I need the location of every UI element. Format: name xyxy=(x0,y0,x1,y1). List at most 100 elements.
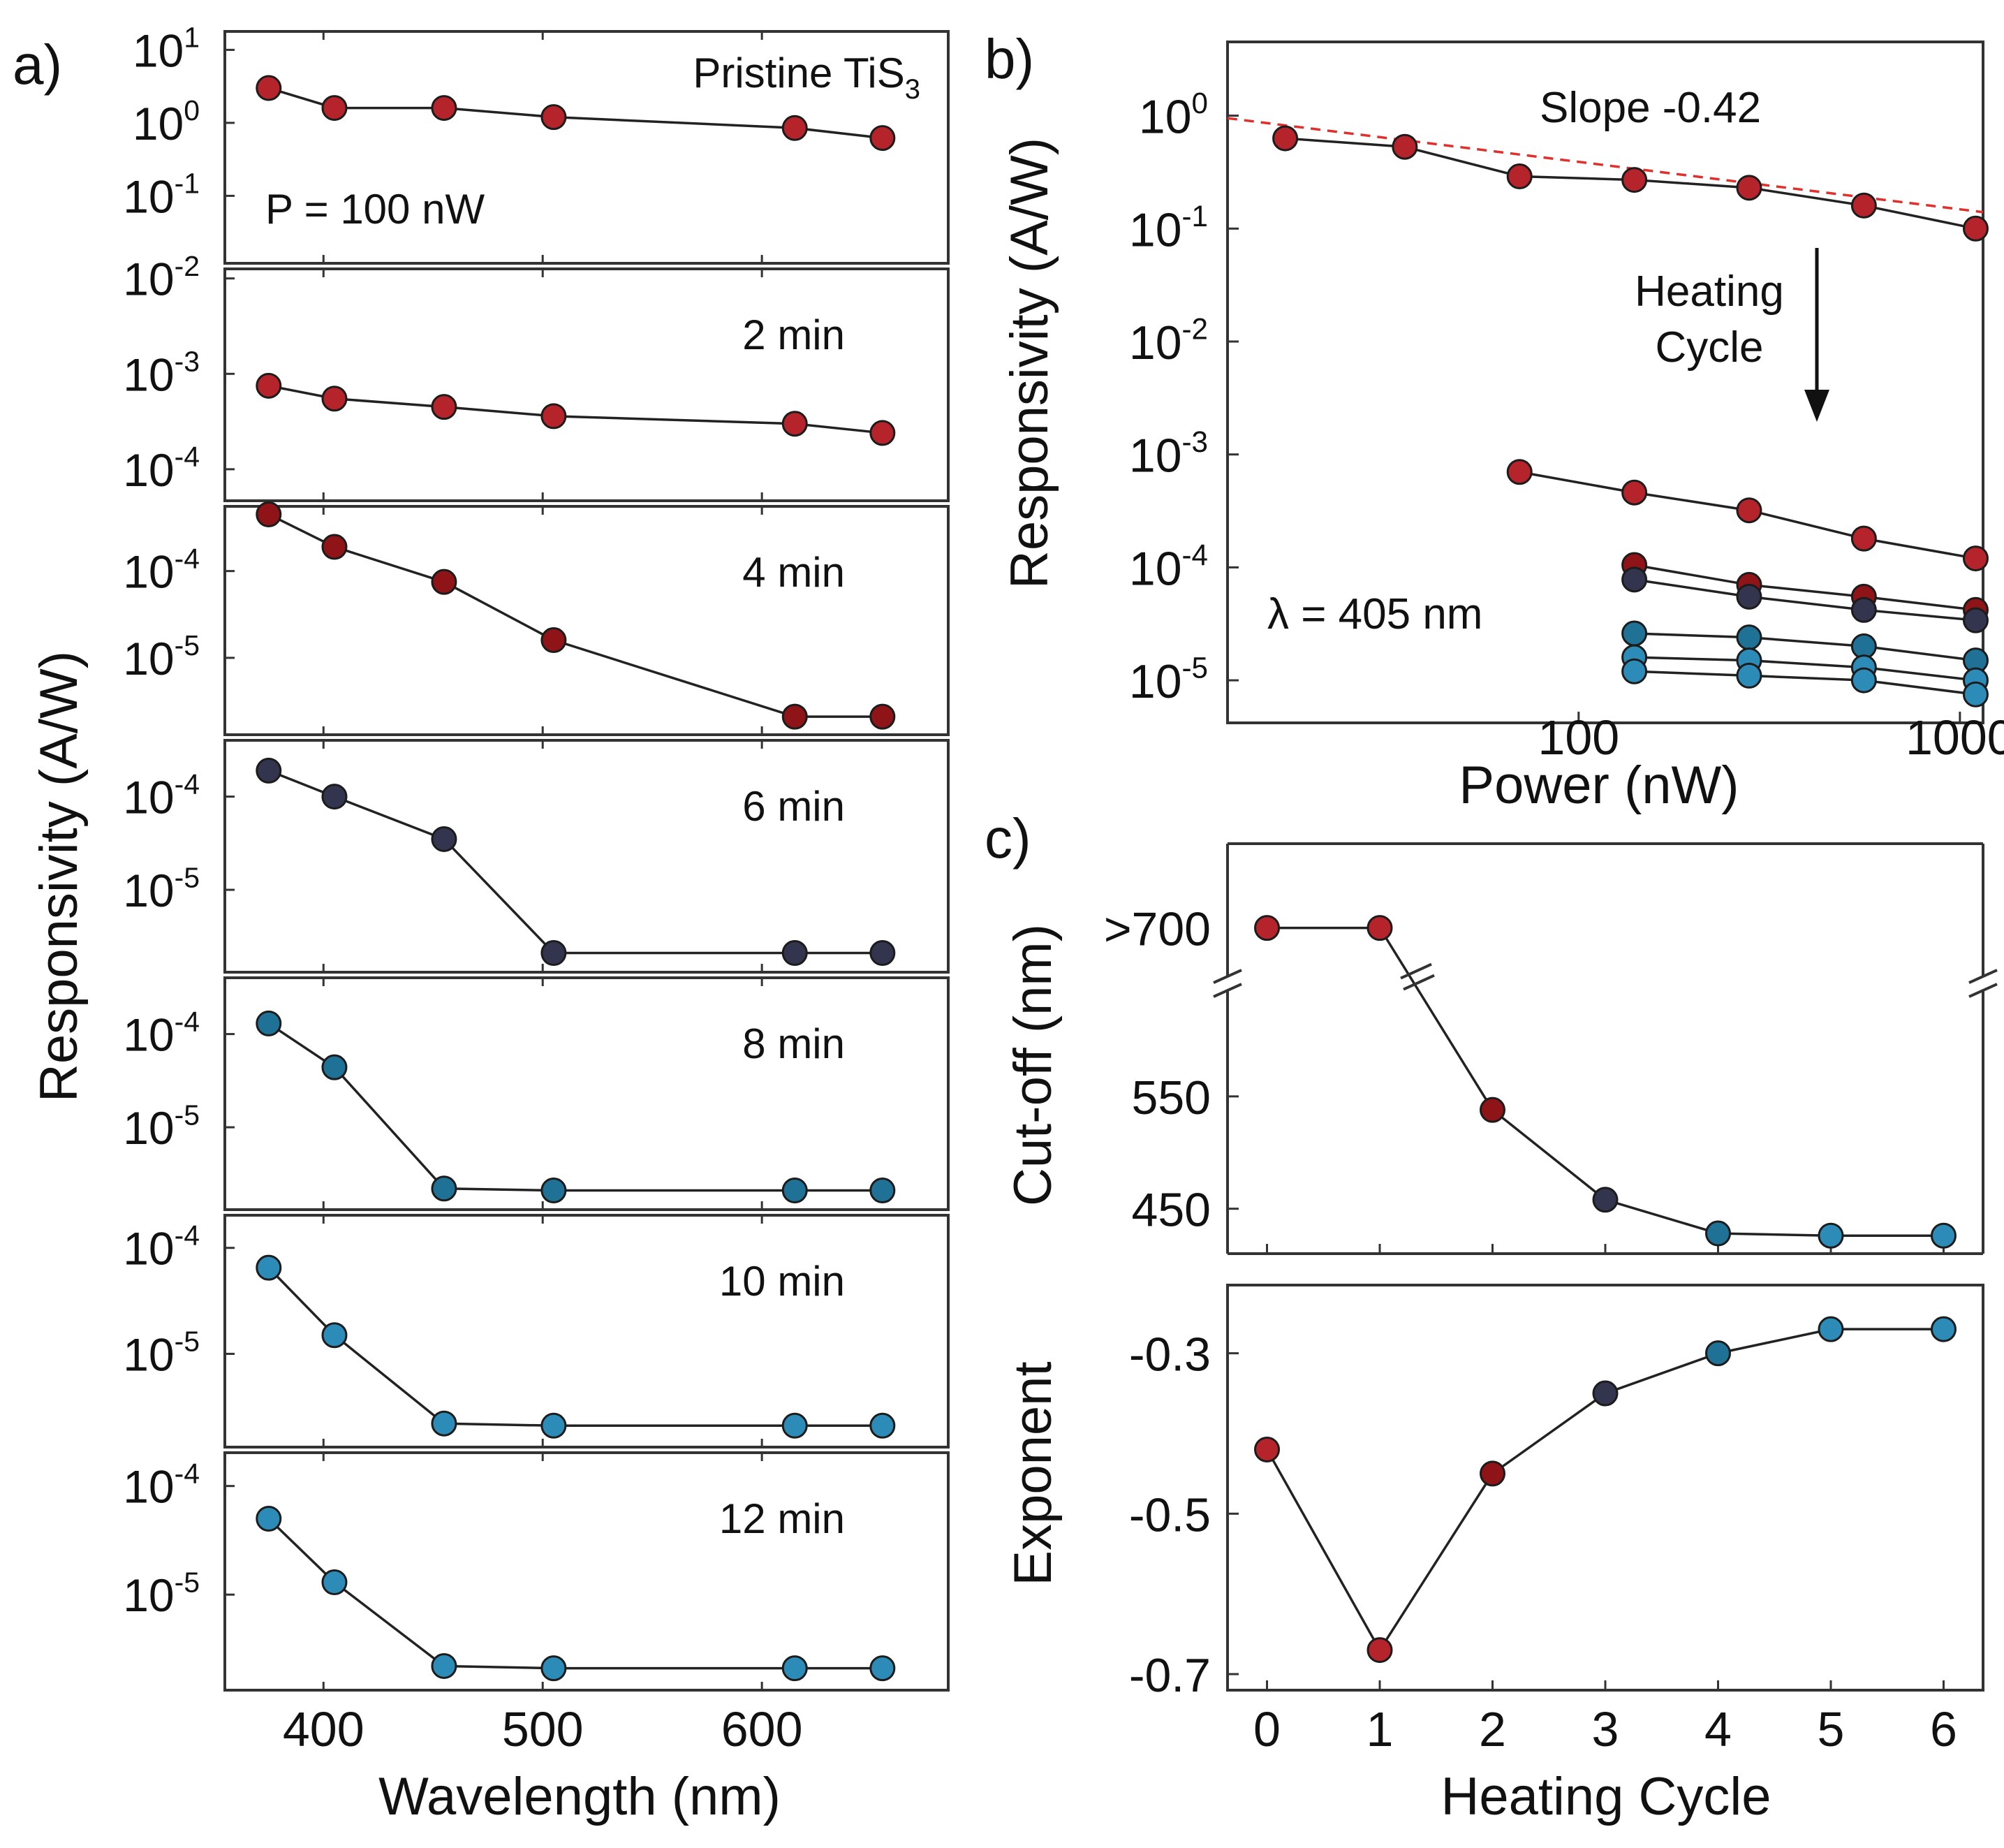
subplot-label: 2 min xyxy=(742,311,845,358)
data-point xyxy=(321,386,348,412)
data-point xyxy=(1930,1316,1957,1342)
line-break-mark xyxy=(1400,962,1432,980)
data-point xyxy=(1592,1380,1619,1407)
panel-label-a: a) xyxy=(13,34,62,96)
data-point xyxy=(1506,163,1533,190)
subplot-label: 6 min xyxy=(742,783,845,830)
data-point xyxy=(321,784,348,810)
series-line xyxy=(1634,632,1976,662)
data-point xyxy=(1392,133,1418,160)
data-point xyxy=(1850,596,1877,623)
data-point xyxy=(1850,525,1877,552)
data-point xyxy=(1818,1316,1844,1342)
y-tick-label: 10-4 xyxy=(123,441,200,496)
data-point xyxy=(431,95,457,122)
axis-break-mark xyxy=(1213,983,1242,998)
data-point xyxy=(540,1655,567,1682)
data-point xyxy=(1621,167,1648,193)
data-point xyxy=(540,1412,567,1439)
y-tick-label: 100 xyxy=(133,94,200,149)
subplot-label: 12 min xyxy=(719,1495,845,1542)
x-tick-label: 3 xyxy=(1592,1702,1619,1757)
data-point xyxy=(869,125,896,152)
subplot-frame xyxy=(223,267,950,502)
series-line xyxy=(1634,564,1976,612)
y-tick-label: 10-3 xyxy=(1129,425,1208,483)
subplot-label: 4 min xyxy=(742,549,845,596)
panel-a-marks: Pristine TiS3 P = 100 nW 2 min 4 min 6 min 8 … xyxy=(256,50,920,1757)
data-point xyxy=(1736,175,1762,201)
y-tick-label: -0.3 xyxy=(1129,1328,1211,1381)
panel-b-xlabel: Power (nW) xyxy=(1459,756,1739,815)
panel-c-top-ylabel: Cut-off (nm) xyxy=(1003,924,1063,1206)
data-point xyxy=(869,1178,896,1204)
data-point xyxy=(256,1506,282,1532)
data-point xyxy=(256,501,282,527)
panel-c-xlabel: Heating Cycle xyxy=(1441,1767,1771,1826)
data-point xyxy=(1736,624,1762,651)
data-point xyxy=(321,534,348,560)
data-point xyxy=(1621,479,1648,506)
data-point xyxy=(781,703,808,730)
y-tick-label: 10-4 xyxy=(123,1219,200,1275)
y-tick-label: -0.5 xyxy=(1129,1488,1211,1541)
data-point xyxy=(321,95,348,122)
y-tick-label: 10-1 xyxy=(123,168,200,223)
x-tick-label: 1 xyxy=(1366,1702,1394,1757)
y-tick-label: 450 xyxy=(1132,1184,1211,1237)
data-point xyxy=(431,1652,457,1679)
data-point xyxy=(781,940,808,967)
data-point xyxy=(540,940,567,967)
panel-label-c: c) xyxy=(985,807,1031,870)
data-point xyxy=(781,1655,808,1682)
data-point xyxy=(781,411,808,437)
data-point xyxy=(1850,667,1877,694)
y-tick-label: 10-4 xyxy=(123,1458,200,1513)
heating-arrow xyxy=(1804,248,1829,422)
data-point xyxy=(1272,125,1299,152)
panel-b: 100 10-1 10-2 10-3 10-4 10-5 100 1000 Slope -0.… xyxy=(1000,41,2004,815)
subplot-frame xyxy=(223,30,950,265)
data-point xyxy=(1592,1187,1619,1213)
series-line xyxy=(268,513,883,718)
panel-a-frames: 101 100 10-1 10-2 10-3 10-4 10-4 10-5 10-4 10-5 10… xyxy=(123,22,950,1692)
data-point xyxy=(869,940,896,967)
y-tick-label: 10-5 xyxy=(123,861,200,916)
data-point xyxy=(1736,662,1762,689)
data-point xyxy=(781,115,808,141)
data-point xyxy=(431,569,457,595)
data-point xyxy=(1621,620,1648,647)
series-line xyxy=(267,1022,883,1192)
x-tick-label: 400 xyxy=(283,1702,364,1757)
panel-a-ylabel: Responsivity (A/W) xyxy=(29,651,89,1102)
data-point xyxy=(1850,192,1877,219)
data-point xyxy=(1818,1222,1844,1249)
fit-line xyxy=(1227,117,1984,214)
subplot-frame xyxy=(1226,1284,1984,1692)
x-tick-label: 100 xyxy=(1538,710,1619,765)
x-tick-label: 0 xyxy=(1253,1702,1281,1757)
heating-arrow-label-line1: Heating xyxy=(1635,267,1784,316)
data-point xyxy=(1366,1637,1393,1664)
x-tick-label: 5 xyxy=(1818,1702,1845,1757)
data-point xyxy=(1621,566,1648,593)
data-point xyxy=(1704,1220,1731,1247)
data-point xyxy=(321,1054,348,1080)
y-tick-label: 10-2 xyxy=(123,250,200,305)
data-point xyxy=(431,394,457,420)
series-line xyxy=(1634,670,1976,696)
data-point xyxy=(1480,1097,1506,1123)
panel-b-ylabel: Responsivity (A/W) xyxy=(1000,138,1059,589)
subplot-frame xyxy=(223,1214,950,1449)
data-point xyxy=(1254,915,1281,941)
subplot-label: 10 min xyxy=(719,1258,845,1305)
panel-a-xlabel: Wavelength (nm) xyxy=(378,1767,781,1826)
data-point xyxy=(1621,658,1648,684)
y-tick-label: 10-5 xyxy=(123,1099,200,1154)
y-tick-label: 100 xyxy=(1139,87,1208,144)
data-point xyxy=(1962,681,1989,707)
y-tick-label: -0.7 xyxy=(1129,1649,1211,1702)
series-line xyxy=(1265,1328,1944,1652)
series-line xyxy=(1634,578,1976,622)
